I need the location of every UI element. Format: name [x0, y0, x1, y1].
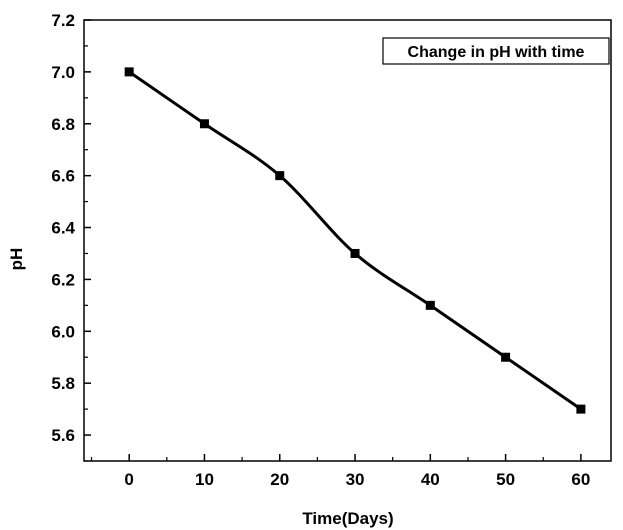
y-tick-label: 5.8	[51, 374, 75, 393]
plot-frame	[83, 19, 612, 462]
x-tick-label: 0	[124, 470, 133, 489]
x-tick-label: 40	[421, 470, 440, 489]
data-point	[275, 171, 285, 181]
data-point	[124, 67, 134, 77]
y-tick-label: 6.4	[51, 219, 75, 238]
y-tick-label: 7.0	[51, 63, 75, 82]
x-tick-label: 30	[346, 470, 365, 489]
x-tick-label: 50	[496, 470, 515, 489]
y-axis: 5.6 5.8 6.0 6.2 6.4 6.6 6.8 7.0 7.2	[51, 11, 91, 462]
legend-label: Change in pH with time	[408, 44, 585, 61]
y-tick-label: 6.6	[51, 167, 75, 186]
x-tick-label: 10	[195, 470, 214, 489]
x-tick-label: 60	[571, 470, 590, 489]
data-point	[501, 352, 511, 362]
y-tick-label: 7.2	[51, 11, 75, 30]
series-markers	[124, 67, 586, 414]
y-tick-label: 6.2	[51, 270, 75, 289]
data-point	[199, 119, 209, 129]
x-tick-label: 20	[270, 470, 289, 489]
x-axis-title: Time(Days)	[302, 509, 393, 528]
y-tick-label: 6.0	[51, 322, 75, 341]
y-axis-title: pH	[7, 248, 26, 271]
legend-box	[382, 37, 610, 65]
legend: Change in pH with time	[382, 37, 610, 65]
series-line	[128, 70, 582, 411]
data-point	[425, 300, 435, 310]
y-tick-label: 5.6	[51, 426, 75, 445]
data-point	[350, 248, 360, 258]
data-point	[576, 404, 586, 414]
y-tick-label: 6.8	[51, 115, 75, 134]
x-axis: 0 10 20 30 40 50 60	[90, 454, 590, 489]
